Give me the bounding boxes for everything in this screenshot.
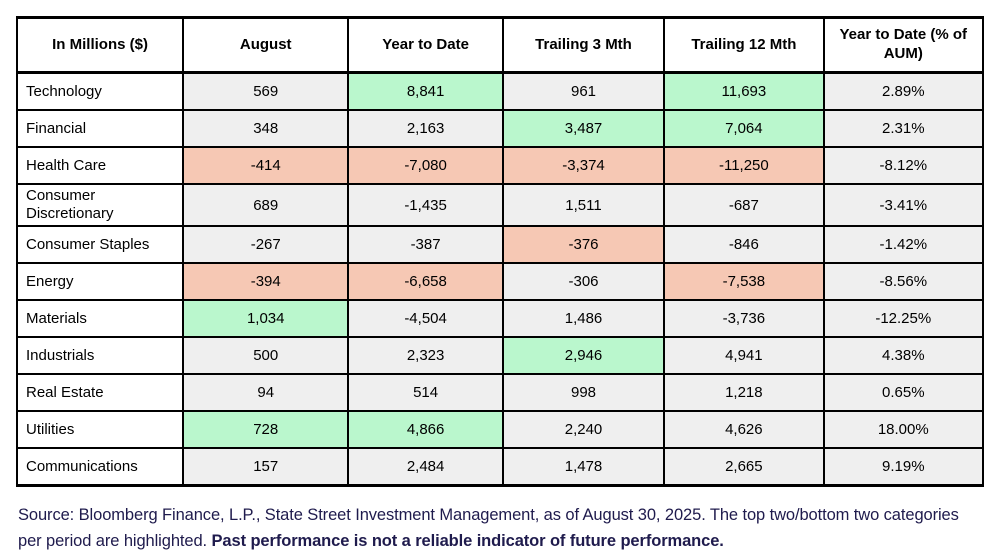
row-label: Technology [15, 71, 185, 111]
sector-flows-table: In Millions ($) August Year to Date Trailin… [15, 16, 985, 487]
source-footnote: Source: Bloomberg Finance, L.P., State S… [18, 502, 982, 555]
data-cell: 0.65% [822, 373, 985, 412]
row-label: Consumer Discretionary [15, 183, 185, 227]
column-header: Year to Date [347, 16, 504, 74]
table-row: Consumer Discretionary 689 -1,435 1,511 -687… [15, 183, 985, 227]
data-cell: 348 [182, 109, 350, 148]
data-cell: 2,484 [347, 447, 504, 487]
data-cell: 514 [347, 373, 504, 412]
data-cell: 2,946 [501, 336, 666, 375]
header-row: In Millions ($) August Year to Date Trailin… [15, 16, 985, 74]
data-cell: -414 [182, 146, 350, 185]
data-cell: 1,034 [182, 299, 350, 338]
data-cell: -6,658 [347, 262, 504, 301]
data-cell: 4,941 [663, 336, 825, 375]
row-label: Industrials [15, 336, 185, 375]
data-cell: -687 [663, 183, 825, 227]
data-cell: -394 [182, 262, 350, 301]
data-cell: 157 [182, 447, 350, 487]
table-row: Communications 157 2,484 1,478 2,665 9.19% [15, 447, 985, 487]
row-label: Financial [15, 109, 185, 148]
data-cell: 2,665 [663, 447, 825, 487]
table-row: Materials 1,034 -4,504 1,486 -3,736 -12.25% [15, 299, 985, 338]
data-cell: 569 [182, 71, 350, 111]
column-header: Year to Date (% of AUM) [822, 16, 985, 74]
data-cell: -3.41% [822, 183, 985, 227]
row-label: Real Estate [15, 373, 185, 412]
data-cell: 1,511 [501, 183, 666, 227]
disclaimer-text: Past performance is not a reliable indic… [211, 532, 724, 551]
data-cell: 2,323 [347, 336, 504, 375]
table-body: Technology 569 8,841 961 11,693 2.89% Financia… [15, 71, 985, 487]
data-cell: -4,504 [347, 299, 504, 338]
row-label: Communications [15, 447, 185, 487]
table-row: Consumer Staples -267 -387 -376 -846 -1.42% [15, 225, 985, 264]
data-cell: 11,693 [663, 71, 825, 111]
table-row: Health Care -414 -7,080 -3,374 -11,250 -8.12% [15, 146, 985, 185]
data-cell: -267 [182, 225, 350, 264]
data-cell: 9.19% [822, 447, 985, 487]
data-cell: -11,250 [663, 146, 825, 185]
row-label: Energy [15, 262, 185, 301]
data-cell: -387 [347, 225, 504, 264]
data-cell: 7,064 [663, 109, 825, 148]
data-cell: 18.00% [822, 410, 985, 449]
data-cell: 8,841 [347, 71, 504, 111]
data-cell: 689 [182, 183, 350, 227]
table-row: Technology 569 8,841 961 11,693 2.89% [15, 71, 985, 111]
data-cell: -7,080 [347, 146, 504, 185]
data-cell: -7,538 [663, 262, 825, 301]
data-cell: -1.42% [822, 225, 985, 264]
data-cell: 2,163 [347, 109, 504, 148]
data-cell: -3,374 [501, 146, 666, 185]
column-header: August [182, 16, 350, 74]
data-cell: 94 [182, 373, 350, 412]
table-row: Financial 348 2,163 3,487 7,064 2.31% [15, 109, 985, 148]
data-cell: 4,866 [347, 410, 504, 449]
table-row: Industrials 500 2,323 2,946 4,941 4.38% [15, 336, 985, 375]
data-cell: -376 [501, 225, 666, 264]
data-cell: 1,486 [501, 299, 666, 338]
data-cell: -3,736 [663, 299, 825, 338]
table-row: Real Estate 94 514 998 1,218 0.65% [15, 373, 985, 412]
data-cell: -8.12% [822, 146, 985, 185]
table-row: Energy -394 -6,658 -306 -7,538 -8.56% [15, 262, 985, 301]
data-cell: 3,487 [501, 109, 666, 148]
data-cell: 2,240 [501, 410, 666, 449]
data-cell: 728 [182, 410, 350, 449]
table-row: Utilities 728 4,866 2,240 4,626 18.00% [15, 410, 985, 449]
data-cell: 1,218 [663, 373, 825, 412]
data-cell: -1,435 [347, 183, 504, 227]
data-cell: 500 [182, 336, 350, 375]
data-cell: 1,478 [501, 447, 666, 487]
data-cell: -846 [663, 225, 825, 264]
data-cell: -12.25% [822, 299, 985, 338]
row-label: Materials [15, 299, 185, 338]
data-cell: 961 [501, 71, 666, 111]
column-header: Trailing 12 Mth [663, 16, 825, 74]
sector-flows-table-figure: In Millions ($) August Year to Date Trailin… [15, 16, 985, 487]
data-cell: 4,626 [663, 410, 825, 449]
row-label: Health Care [15, 146, 185, 185]
data-cell: -8.56% [822, 262, 985, 301]
data-cell: 4.38% [822, 336, 985, 375]
row-label: Utilities [15, 410, 185, 449]
data-cell: 998 [501, 373, 666, 412]
data-cell: 2.89% [822, 71, 985, 111]
data-cell: 2.31% [822, 109, 985, 148]
column-header: In Millions ($) [15, 16, 185, 74]
column-header: Trailing 3 Mth [501, 16, 666, 74]
row-label: Consumer Staples [15, 225, 185, 264]
data-cell: -306 [501, 262, 666, 301]
